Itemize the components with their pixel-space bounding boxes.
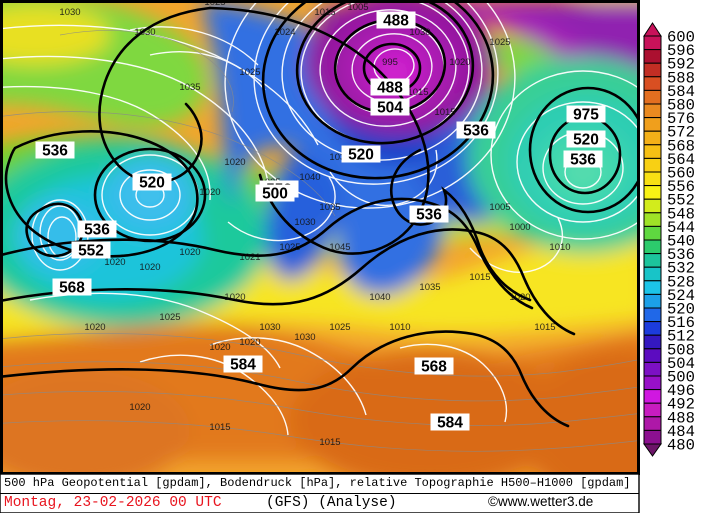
svg-text:1020: 1020 [224,157,245,168]
svg-text:1030: 1030 [134,27,155,38]
svg-text:520: 520 [573,132,599,149]
svg-text:568: 568 [59,280,85,297]
svg-text:1030: 1030 [294,217,315,228]
svg-text:1035: 1035 [419,282,440,293]
svg-text:1015: 1015 [319,437,340,448]
svg-text:975: 975 [573,107,599,124]
svg-text:1020: 1020 [224,292,245,303]
svg-text:1020: 1020 [209,342,230,353]
svg-text:1020: 1020 [104,257,125,268]
svg-text:(GFS) (Analyse): (GFS) (Analyse) [266,495,397,511]
svg-text:1035: 1035 [179,82,200,93]
svg-text:584: 584 [230,357,256,374]
svg-text:1005: 1005 [347,2,368,13]
svg-text:1040: 1040 [369,292,390,303]
svg-text:1045: 1045 [329,242,350,253]
svg-text:488: 488 [377,80,403,97]
svg-text:1020: 1020 [509,292,530,303]
svg-text:1015: 1015 [407,87,428,98]
svg-text:536: 536 [570,152,596,169]
svg-text:1020: 1020 [129,402,150,413]
svg-text:1025: 1025 [239,67,260,78]
svg-text:1015: 1015 [534,322,555,333]
svg-text:1021: 1021 [239,252,260,263]
svg-text:1025: 1025 [159,312,180,323]
svg-text:1005: 1005 [489,202,510,213]
svg-text:1015: 1015 [209,422,230,433]
svg-text:1015: 1015 [434,107,455,118]
svg-text:520: 520 [348,147,374,164]
svg-text:Montag, 23-02-2026 00 UTC: Montag, 23-02-2026 00 UTC [4,495,222,511]
svg-text:536: 536 [416,207,442,224]
svg-text:1030: 1030 [409,27,430,38]
svg-text:1035: 1035 [319,202,340,213]
svg-text:504: 504 [377,100,403,117]
svg-text:1040: 1040 [299,172,320,183]
svg-text:1024: 1024 [274,27,295,38]
svg-text:1025: 1025 [329,322,350,333]
svg-text:1010: 1010 [389,322,410,333]
svg-text:480: 480 [667,437,695,455]
svg-text:536: 536 [463,123,489,140]
svg-text:1030: 1030 [294,332,315,343]
svg-text:1025: 1025 [489,37,510,48]
svg-text:1020: 1020 [239,337,260,348]
svg-text:1020: 1020 [139,262,160,273]
svg-text:1020: 1020 [449,57,470,68]
svg-text:1020: 1020 [84,322,105,333]
svg-text:552: 552 [78,243,104,260]
svg-text:1020: 1020 [179,247,200,258]
svg-text:568: 568 [421,359,447,376]
svg-text:©www.wetter3.de: ©www.wetter3.de [488,494,593,509]
svg-text:1025: 1025 [279,242,300,253]
svg-text:1030: 1030 [259,322,280,333]
svg-text:1000: 1000 [509,222,530,233]
svg-text:1015: 1015 [314,7,335,18]
svg-text:488: 488 [383,13,409,30]
svg-text:1020: 1020 [199,187,220,198]
svg-text:500: 500 [262,186,288,203]
svg-text:536: 536 [42,143,68,160]
svg-text:1030: 1030 [59,7,80,18]
svg-text:584: 584 [437,415,463,432]
svg-text:520: 520 [139,175,165,192]
svg-text:995: 995 [382,57,398,68]
svg-text:1015: 1015 [469,272,490,283]
svg-text:536: 536 [84,222,110,239]
svg-text:500 hPa Geopotential [gpdam],: 500 hPa Geopotential [gpdam], Bodendruck… [4,476,631,490]
svg-text:1010: 1010 [549,242,570,253]
